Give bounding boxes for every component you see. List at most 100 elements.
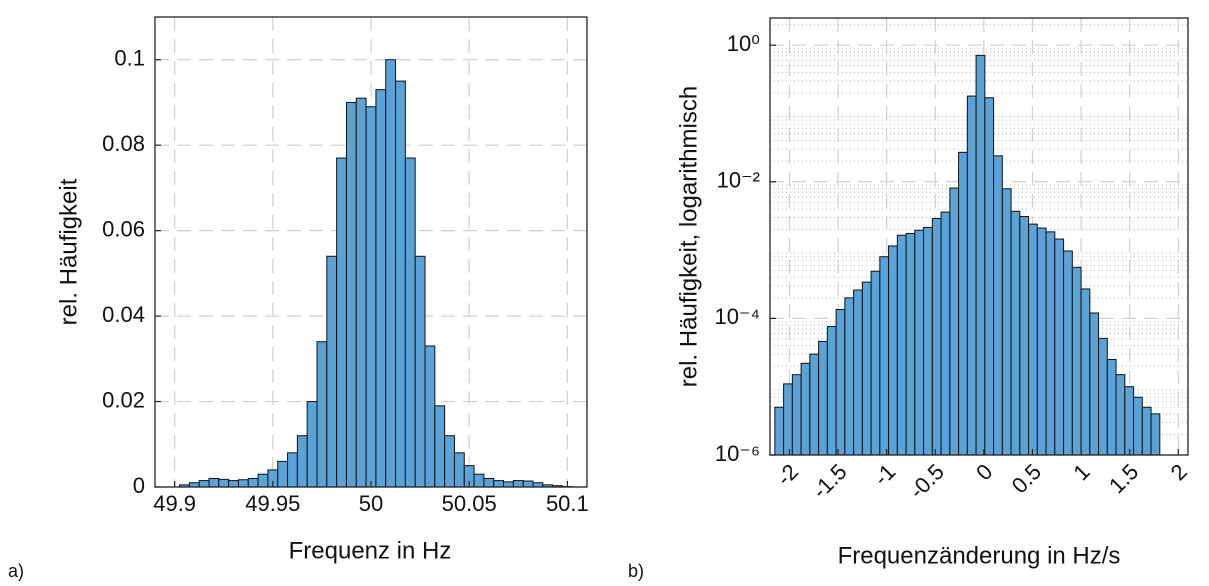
bar (218, 478, 230, 488)
x-tick-label: 1 (1068, 459, 1094, 485)
bar (287, 452, 298, 488)
bar (1141, 406, 1152, 456)
bar (1071, 266, 1082, 456)
bar (512, 480, 524, 488)
bar (296, 435, 308, 488)
bar (355, 97, 367, 488)
x-tick-label: 1.5 (1104, 459, 1143, 498)
bar (503, 481, 514, 488)
x-tick-label: 0 (971, 459, 997, 485)
x-tick-label: 50.1 (546, 491, 589, 516)
bar (1063, 250, 1073, 456)
bar (277, 460, 289, 488)
x-tick-label: -1.5 (807, 459, 851, 503)
bar (434, 405, 446, 488)
panel-label: b) (628, 561, 644, 581)
panel-label: a) (8, 561, 24, 581)
bar (826, 326, 837, 456)
bar (385, 59, 397, 488)
axes-frame (769, 17, 1189, 456)
y-tick-label: 0.1 (114, 46, 145, 71)
bar (783, 383, 793, 456)
x-tick-label: 50 (359, 491, 383, 516)
bar (1098, 337, 1108, 456)
y-tick-label: 0 (133, 473, 145, 498)
bar (316, 341, 328, 488)
bar (853, 289, 863, 456)
bar (306, 401, 318, 488)
bar (1150, 413, 1161, 456)
bar (949, 187, 960, 456)
bar (1106, 359, 1117, 456)
bar (975, 54, 986, 456)
bar (237, 479, 249, 488)
y-tick-label: 10⁰ (727, 31, 760, 56)
bar (809, 353, 820, 456)
bar (1115, 374, 1126, 456)
bar (1124, 386, 1135, 456)
bar (228, 480, 239, 488)
bar (940, 211, 951, 456)
bar (870, 270, 881, 456)
bar (1045, 231, 1056, 456)
bar (905, 232, 916, 456)
x-tick-label: 2 (1166, 459, 1192, 485)
bar (1001, 188, 1012, 456)
bar (336, 157, 347, 488)
bar (1054, 238, 1065, 456)
bar (493, 480, 505, 488)
bar (914, 229, 925, 456)
bar (395, 80, 406, 488)
x-axis-label: Frequenz in Hz (289, 537, 452, 564)
x-tick-label: -2 (772, 459, 804, 491)
bar (993, 155, 1003, 456)
y-tick-label: 0.02 (102, 387, 145, 412)
bar (444, 435, 455, 488)
bar (800, 362, 811, 456)
y-axis-label: rel. Häufigkeit, logarithmisch (675, 86, 702, 387)
bar (1036, 227, 1047, 456)
bar (1028, 223, 1038, 456)
bar (835, 308, 846, 456)
bar (1089, 312, 1100, 456)
bar (257, 473, 269, 488)
x-tick-label: 50.05 (442, 491, 497, 516)
bar (896, 234, 907, 456)
bar (1133, 396, 1143, 456)
bar (958, 151, 968, 456)
bar (774, 406, 785, 456)
bar (522, 480, 534, 488)
bar (791, 374, 802, 456)
bar (984, 97, 995, 456)
bar (1019, 216, 1030, 456)
y-tick-label: 0.04 (102, 302, 145, 327)
y-axis-label: rel. Häufigkeit (55, 178, 82, 325)
y-tick-label: 0.06 (102, 216, 145, 241)
bar (888, 245, 898, 456)
x-tick-label: -0.5 (904, 459, 948, 503)
bar (1010, 210, 1021, 456)
bar (375, 89, 387, 488)
y-tick-label: 10⁻⁴ (714, 304, 760, 329)
bar (453, 452, 465, 488)
bar (861, 281, 872, 456)
bar (414, 255, 426, 488)
x-tick-label: 49.95 (245, 491, 300, 516)
bar (326, 255, 338, 488)
x-tick-label: 0.5 (1007, 459, 1046, 498)
bar (844, 297, 855, 456)
bar (208, 477, 220, 488)
bar (1080, 288, 1091, 456)
bar (931, 218, 942, 456)
y-tick-label: 10⁻² (717, 168, 760, 193)
x-tick-label: -1 (869, 459, 901, 491)
bar (923, 226, 933, 456)
bar (966, 95, 977, 456)
x-tick-label: 49.9 (153, 491, 196, 516)
bar (424, 345, 436, 488)
bar (473, 473, 485, 488)
bar (365, 106, 377, 488)
bar (483, 477, 495, 488)
bar (247, 477, 259, 488)
